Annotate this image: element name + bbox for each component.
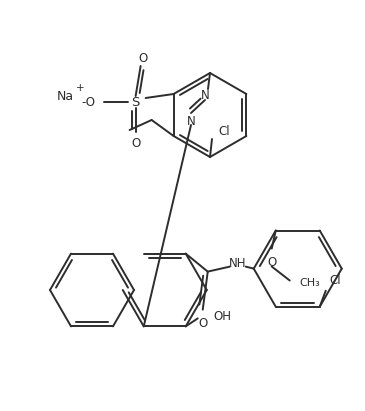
Text: +: + — [76, 83, 85, 93]
Text: OH: OH — [214, 310, 232, 323]
Text: O: O — [138, 51, 147, 65]
Text: N: N — [187, 115, 195, 127]
Text: O: O — [131, 136, 140, 150]
Text: S: S — [131, 95, 140, 109]
Text: O: O — [198, 317, 207, 330]
Text: CH₃: CH₃ — [300, 277, 320, 288]
Text: N: N — [201, 88, 210, 102]
Text: Cl: Cl — [330, 274, 341, 287]
Text: O: O — [267, 256, 276, 269]
Text: Cl: Cl — [218, 125, 230, 138]
Text: Na: Na — [57, 90, 74, 102]
Text: -O: -O — [82, 95, 96, 109]
Text: NH: NH — [229, 257, 246, 270]
